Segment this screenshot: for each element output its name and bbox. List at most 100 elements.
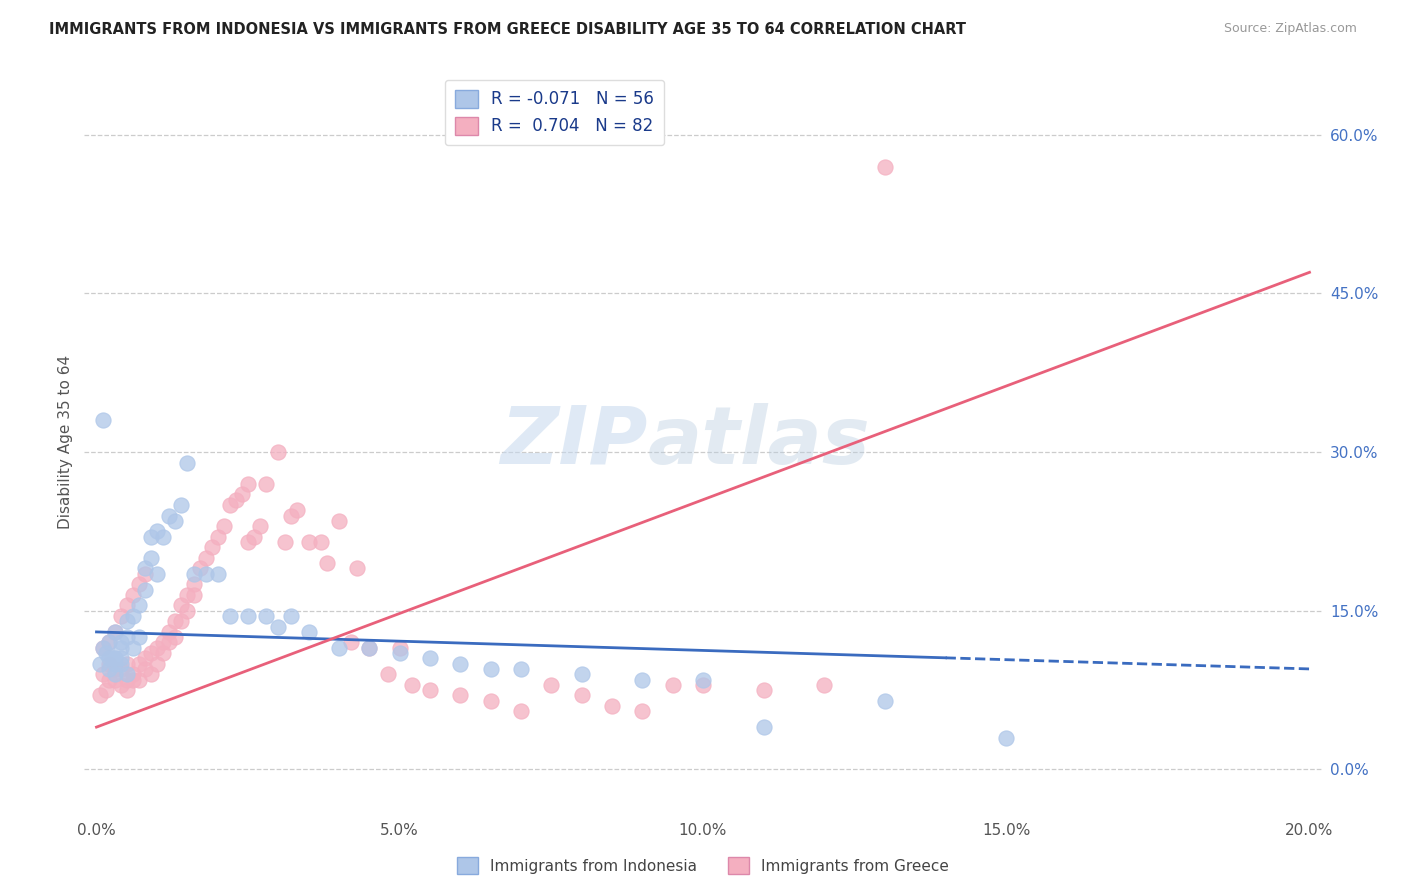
Point [328, 640, 350, 655]
Point [510, 704, 533, 718]
Point [97, 635, 120, 649]
Point [110, 640, 132, 655]
Point [110, 657, 132, 671]
Point [157, 624, 180, 639]
Point [152, 530, 174, 544]
Point [449, 657, 471, 671]
Point [128, 577, 150, 591]
Point [995, 731, 1018, 745]
Point [110, 651, 132, 665]
Point [254, 476, 277, 491]
Point [91, 413, 114, 427]
Point [254, 609, 277, 624]
Point [449, 689, 471, 703]
Point [89, 657, 111, 671]
Point [419, 651, 441, 665]
Point [510, 662, 533, 676]
Point [139, 646, 162, 660]
Point [100, 651, 122, 665]
Point [388, 646, 411, 660]
Point [479, 662, 502, 676]
Point [873, 694, 896, 708]
Point [249, 519, 271, 533]
Point [91, 640, 114, 655]
Point [194, 550, 217, 565]
Text: ZIP: ZIP [501, 402, 647, 481]
Point [631, 673, 654, 687]
Point [152, 635, 174, 649]
Point [146, 657, 169, 671]
Point [97, 662, 120, 676]
Point [176, 604, 198, 618]
Point [359, 640, 381, 655]
Point [104, 667, 127, 681]
Point [267, 445, 290, 459]
Text: IMMIGRANTS FROM INDONESIA VS IMMIGRANTS FROM GREECE DISABILITY AGE 35 TO 64 CORR: IMMIGRANTS FROM INDONESIA VS IMMIGRANTS … [49, 22, 966, 37]
Point [122, 667, 145, 681]
Point [316, 556, 339, 570]
Point [873, 160, 896, 174]
Point [165, 514, 187, 528]
Point [225, 492, 247, 507]
Point [115, 683, 138, 698]
Point [122, 609, 145, 624]
Point [157, 508, 180, 523]
Point [571, 667, 593, 681]
Point [194, 566, 217, 581]
Point [139, 550, 162, 565]
Point [146, 566, 169, 581]
Point [165, 615, 187, 629]
Point [236, 609, 259, 624]
Point [176, 588, 198, 602]
Point [110, 662, 132, 676]
Point [157, 635, 180, 649]
Point [97, 657, 120, 671]
Point [115, 599, 138, 613]
Point [540, 678, 562, 692]
Point [115, 667, 138, 681]
Point [110, 678, 132, 692]
Point [219, 498, 242, 512]
Point [128, 599, 150, 613]
Point [692, 673, 714, 687]
Point [139, 667, 162, 681]
Point [236, 476, 259, 491]
Point [813, 678, 835, 692]
Point [600, 698, 623, 713]
Point [752, 720, 775, 734]
Point [170, 599, 193, 613]
Point [298, 624, 321, 639]
Point [170, 498, 193, 512]
Point [201, 541, 224, 555]
Point [104, 651, 127, 665]
Point [104, 673, 127, 687]
Point [152, 646, 174, 660]
Point [134, 566, 156, 581]
Point [122, 640, 145, 655]
Point [110, 635, 132, 649]
Legend: R = -0.071   N = 56, R =  0.704   N = 82: R = -0.071 N = 56, R = 0.704 N = 82 [444, 79, 664, 145]
Point [419, 683, 441, 698]
Point [231, 487, 253, 501]
Point [134, 662, 156, 676]
Point [212, 519, 235, 533]
Point [267, 619, 290, 633]
Legend: Immigrants from Indonesia, Immigrants from Greece: Immigrants from Indonesia, Immigrants fr… [450, 851, 956, 880]
Point [146, 640, 169, 655]
Point [115, 615, 138, 629]
Point [285, 503, 308, 517]
Point [97, 673, 120, 687]
Point [128, 673, 150, 687]
Point [280, 609, 302, 624]
Point [752, 683, 775, 698]
Point [183, 577, 205, 591]
Point [340, 635, 363, 649]
Point [401, 678, 423, 692]
Point [571, 689, 593, 703]
Point [298, 535, 321, 549]
Point [104, 662, 127, 676]
Point [328, 514, 350, 528]
Point [97, 651, 120, 665]
Point [97, 635, 120, 649]
Point [104, 624, 127, 639]
